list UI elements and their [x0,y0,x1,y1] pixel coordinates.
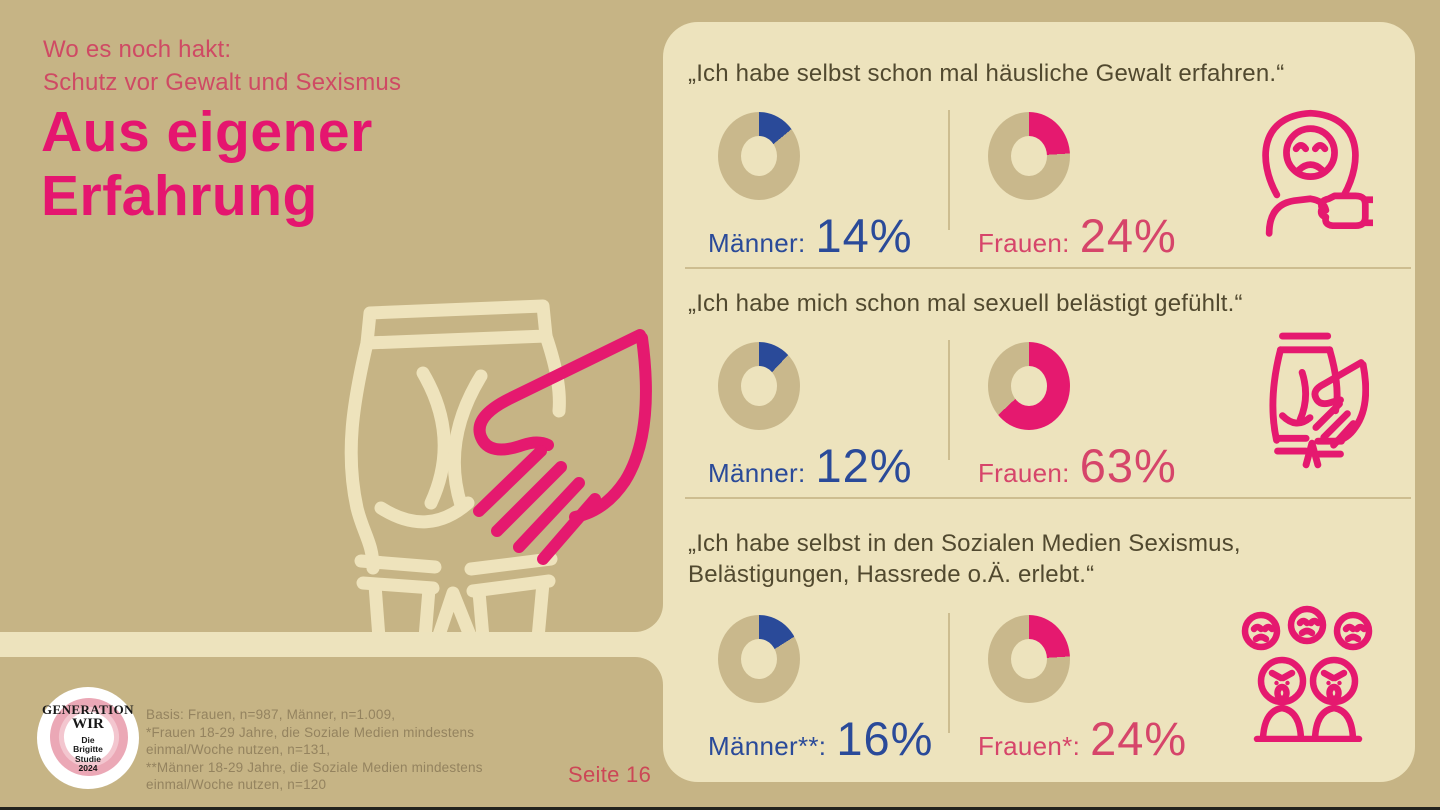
stat-maenner: Männer: 14% [708,208,913,263]
stat-value: 24% [1079,209,1177,262]
stat-label: Männer: [708,458,806,488]
generation-wir-logo: GENERATION WIR Die Brigitte Studie 2024 [37,687,139,789]
stat-label: Frauen*: [978,731,1081,761]
body-illustration [344,299,652,632]
footnote-line: *Frauen 18-29 Jahre, die Soziale Medien … [146,724,475,740]
donut-chart-maenner [718,342,800,430]
logo-subtitle-line3: Studie [75,753,101,764]
stat-frauen: Frauen*: 24% [978,711,1187,766]
stat-label: Frauen: [978,458,1070,488]
column-divider [948,340,950,460]
stat-value: 12% [815,439,913,492]
stat-frauen: Frauen: 24% [978,208,1177,263]
kicker-line2: Schutz vor Gewalt und Sexismus [43,69,402,96]
donut-chart-maenner [718,112,800,200]
donut-chart-frauen [988,615,1070,703]
column-divider [948,613,950,733]
angry-crowd-icon [1235,600,1380,742]
shorts-outline-icon [344,299,566,632]
donut-chart-frauen [988,112,1070,200]
footnote-line: einmal/Woche nutzen, n=131, [146,742,331,757]
stat-value: 16% [836,712,934,765]
background-left-top [0,0,663,632]
stat-maenner: Männer**: 16% [708,711,933,766]
stats-panel: „Ich habe selbst schon mal häusliche Gew… [663,22,1415,782]
page-number: Seite 16 [568,762,652,787]
groping-icon [1251,324,1369,469]
donut-chart-frauen [988,342,1070,430]
stat-label: Frauen: [978,228,1070,258]
row-divider [685,497,1411,499]
stat-value: 14% [815,209,913,262]
stat-frauen: Frauen: 63% [978,438,1177,493]
survey-quote: „Ich habe selbst schon mal häusliche Gew… [688,60,1285,87]
stat-value: 63% [1079,439,1177,492]
stat-maenner: Männer: 12% [708,438,913,493]
groping-hand-icon [473,329,652,565]
stat-label: Männer: [708,228,806,258]
title-line1: Aus eigener [41,100,373,164]
row-divider [685,267,1411,269]
donut-chart-maenner [718,615,800,703]
logo-text: GENERATION WIR Die Brigitte Studie 2024 [42,701,134,774]
footnote-line: Basis: Frauen, n=987, Männer, n=1.009, [146,707,396,722]
basis-footnote: Basis: Frauen, n=987, Männer, n=1.009, *… [146,706,483,794]
background-frame-right [1415,0,1440,810]
column-divider [948,110,950,230]
footnote-line: **Männer 18-29 Jahre, die Soziale Medien… [146,759,483,775]
logo-subtitle-line2: Brigitte [73,744,103,754]
background-frame-bottom [663,782,1440,810]
kicker-heading: Wo es noch hakt: Schutz vor Gewalt und S… [43,33,401,99]
background-frame-top [663,0,1440,22]
kicker-line1: Wo es noch hakt: [43,36,232,63]
stat-value: 24% [1090,712,1188,765]
title-line2: Erfahrung [41,164,318,228]
logo-title-line2: WIR [72,715,104,732]
logo-subtitle-line1: Die [81,734,95,745]
survey-quote: „Ich habe selbst in den Sozialen Medien … [688,530,1241,588]
logo-title-line1: GENERATION [42,701,134,717]
footnote-line: einmal/Woche nutzen, n=120 [146,777,327,792]
bottom-edge-line [0,807,1440,810]
page-title: Aus eigener Erfahrung [41,100,373,228]
logo-subtitle-line4: 2024 [78,763,98,773]
left-column: Wo es noch hakt: Schutz vor Gewalt und S… [0,0,663,810]
domestic-violence-icon [1248,98,1373,238]
stat-label: Männer**: [708,731,827,761]
survey-quote: „Ich habe mich schon mal sexuell belästi… [688,290,1243,317]
